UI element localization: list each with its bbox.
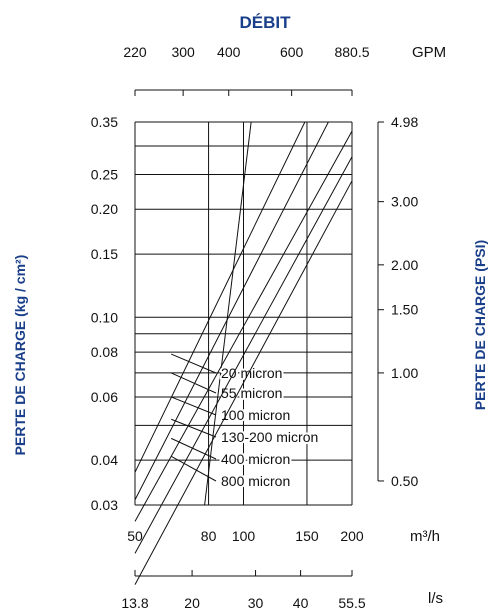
right-tick-label: 0.50 (391, 473, 418, 489)
series-label: 400 micron (221, 451, 290, 467)
x-axis-unit: m³/h (410, 528, 440, 545)
y-tick-label: 0.35 (91, 114, 118, 130)
series-label: 130-200 micron (221, 429, 318, 445)
series-line (134, 180, 353, 585)
y-tick-label: 0.15 (91, 246, 118, 262)
series-label-halo: 800 micron (221, 473, 290, 489)
series-label-leader (170, 396, 217, 416)
x-tick-label: 100 (232, 528, 256, 544)
series-line (134, 121, 306, 473)
top-tick-label: 300 (171, 44, 195, 60)
top-axis-unit: GPM (412, 44, 446, 61)
y-tick-label: 0.03 (91, 497, 118, 513)
series-label: 100 micron (221, 407, 290, 423)
x-tick-label: 200 (340, 528, 364, 544)
top-tick-label: 220 (123, 44, 147, 60)
axes: 0.03 0.04 0.06 0.08 0.10 0.15 0.20 0.25 0.35 50 80… (91, 44, 419, 611)
series-label-leader (170, 418, 217, 438)
chart-title: DÉBIT (240, 13, 292, 32)
series-label: 800 micron (221, 473, 290, 489)
bottom-tick-label: 30 (248, 595, 264, 611)
top-tick-label: 600 (280, 44, 304, 60)
y-tick-label: 0.25 (91, 166, 118, 182)
x-tick-label: 50 (127, 528, 143, 544)
y-axis-right-label: PERTE DE CHARGE (PSI) (472, 240, 488, 410)
right-tick-label: 1.50 (391, 302, 418, 318)
y-tick-label: 0.06 (91, 389, 118, 405)
series-label-leader (170, 455, 217, 482)
y-axis-left-label: PERTE DE CHARGE (kg / cm²) (12, 255, 28, 456)
series-label-leader (170, 353, 217, 374)
series-line (134, 156, 353, 554)
top-tick-label: 880.5 (334, 44, 369, 60)
series-line (134, 121, 329, 501)
y-tick-label: 0.20 (91, 201, 118, 217)
x-tick-label: 80 (201, 528, 217, 544)
series-label-leader (170, 437, 217, 460)
top-tick-label: 400 (217, 44, 241, 60)
bottom-tick-label: 40 (293, 595, 309, 611)
y-tick-label: 0.08 (91, 344, 118, 360)
y-tick-label: 0.04 (91, 452, 118, 468)
grid (134, 121, 353, 506)
right-tick-label: 4.98 (391, 114, 418, 130)
bottom-tick-label: 13.8 (121, 595, 148, 611)
series-label-halo: 100 micron (221, 407, 290, 423)
series-label: 55 micron (221, 385, 282, 401)
x-tick-label: 150 (295, 528, 319, 544)
y-tick-label: 0.10 (91, 309, 118, 325)
right-tick-label: 1.00 (391, 365, 418, 381)
bottom-tick-label: 55.5 (338, 595, 365, 611)
series-label-halo: 130-200 micron (221, 429, 318, 445)
right-tick-label: 2.00 (391, 257, 418, 273)
bottom-axis-unit: l/s (428, 590, 443, 607)
series-label-halo: 400 micron (221, 451, 290, 467)
right-tick-label: 3.00 (391, 194, 418, 210)
bottom-tick-label: 20 (184, 595, 200, 611)
